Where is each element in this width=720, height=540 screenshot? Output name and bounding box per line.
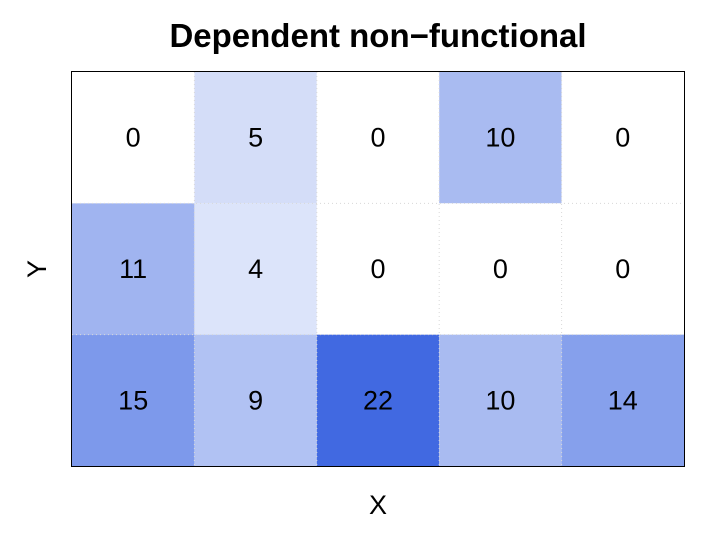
plot-border (71, 71, 685, 467)
cell-value-label-r0-c4: 0 (615, 123, 630, 153)
heatmap-cell-r1-c4 (561, 203, 684, 335)
heatmap-cell-r1-c3 (439, 203, 562, 335)
cell-value-label-r2-c1: 9 (248, 385, 263, 415)
cell-value-label-r2-c4: 14 (608, 385, 638, 415)
heatmap-cell-r1-c2 (316, 203, 440, 335)
heatmap-grid (72, 72, 684, 466)
heatmap-cell-r1-c0 (72, 203, 195, 335)
cell-value-label-r0-c2: 0 (370, 123, 385, 153)
cell-value-label-r1-c4: 0 (615, 254, 630, 284)
heatmap-cell-r0-c2 (316, 72, 440, 204)
heatmap-cells (72, 72, 684, 466)
cell-value-label-r1-c2: 0 (370, 254, 385, 284)
cell-value-label-r1-c3: 0 (493, 254, 508, 284)
cell-value-label-r2-c0: 15 (118, 385, 148, 415)
heatmap-cell-r1-c1 (194, 203, 317, 335)
cell-value-label-r0-c0: 0 (126, 123, 141, 153)
heatmap-cell-r2-c1 (194, 334, 317, 466)
cell-value-label-r0-c3: 10 (485, 123, 515, 153)
cell-value-label-r0-c1: 5 (248, 123, 263, 153)
heatmap-cell-r0-c0 (72, 72, 195, 204)
cell-value-label-r1-c0: 11 (119, 254, 147, 284)
chart-title: Dependent non−functional (169, 17, 586, 54)
heatmap-cell-r2-c0 (72, 334, 195, 466)
heatmap-cell-r0-c3 (439, 72, 562, 204)
heatmap-cell-r2-c4 (561, 334, 684, 466)
cell-value-label-r1-c1: 4 (248, 254, 263, 284)
heatmap-cell-labels: 0 5 0 10 0 11 4 0 0 0 15 9 22 10 14 (118, 123, 638, 416)
heatmap-cell-r2-c3 (439, 334, 562, 466)
heatmap-cell-r2-c2 (316, 334, 440, 466)
cell-value-label-r2-c2: 22 (363, 385, 393, 415)
heatmap-cell-r0-c1 (194, 72, 317, 204)
y-axis-label: Y (22, 260, 52, 278)
x-axis-label: X (369, 490, 387, 520)
heatmap-cell-r0-c4 (561, 72, 684, 204)
cell-value-label-r2-c3: 10 (485, 385, 515, 415)
